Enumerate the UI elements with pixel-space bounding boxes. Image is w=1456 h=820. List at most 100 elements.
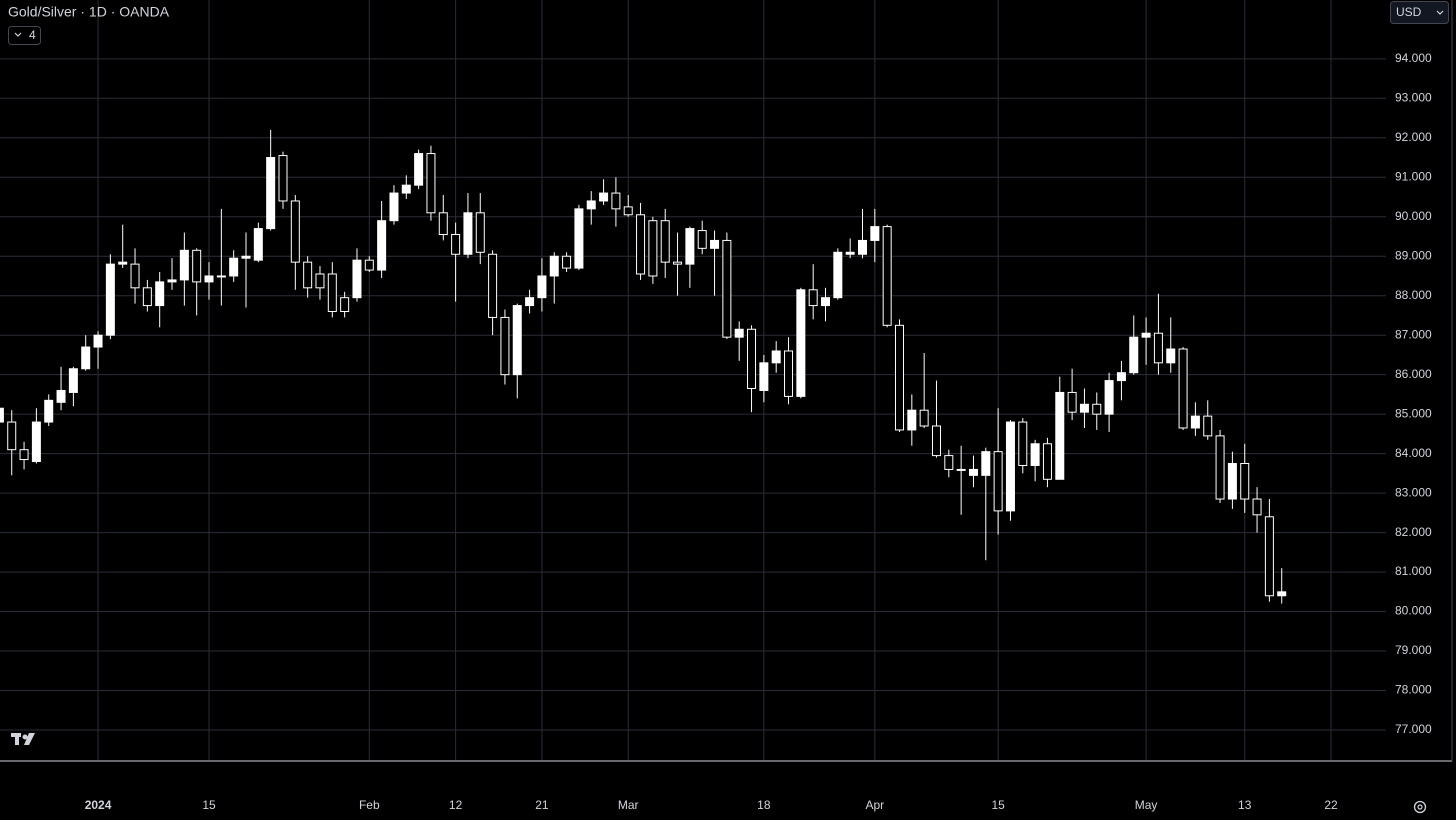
candle-body [142,287,152,307]
candle-body [648,220,658,277]
candle-body [241,255,251,259]
candle-body [956,468,966,471]
candle-body [1042,443,1052,480]
candle-body [599,192,609,202]
x-tick-label: Mar [618,798,639,812]
candle-body [1178,348,1188,429]
candle-body [1264,516,1274,597]
candle-body [56,389,66,403]
candle-body [710,239,720,249]
x-tick-label: 18 [757,798,771,812]
candle-body [611,192,621,210]
y-tick-label: 92.000 [1395,130,1432,144]
y-tick-label: 77.000 [1395,722,1432,736]
candle-body [19,449,29,461]
y-tick-label: 78.000 [1395,683,1432,697]
chevron-icon [14,32,22,37]
candle-body [919,409,929,427]
candle-body [512,305,522,376]
candle-body [105,263,115,336]
logo-part [24,733,35,745]
candle-body [1129,336,1139,374]
candle-body [1092,403,1102,415]
candle-body [118,261,128,265]
x-tick-label: May [1135,798,1158,812]
candle-body [1153,332,1163,364]
candle-body [525,297,535,307]
currency-box[interactable] [1390,1,1449,24]
y-tick-label: 84.000 [1395,446,1432,460]
candle-body [968,468,978,476]
candle-body [1166,348,1176,364]
candle-body [833,251,843,299]
candle-body [438,212,448,236]
candle-body [734,328,744,338]
candle-body [1190,415,1200,429]
indicator-toggle-box[interactable] [8,26,41,45]
candle-body [130,263,140,289]
y-tick-label: 90.000 [1395,209,1432,223]
chart-title: Gold/Silver · 1D · OANDA [8,4,170,20]
candle-body [845,251,855,255]
candle-body [808,289,818,307]
y-tick-label: 81.000 [1395,564,1432,578]
y-tick-label: 83.000 [1395,485,1432,499]
gear-ring[interactable] [1413,800,1427,814]
candle-body [1240,463,1250,500]
gear-center [1417,804,1423,810]
candle-body [216,275,226,278]
candle-body [944,455,954,470]
y-tick-label: 89.000 [1395,248,1432,262]
y-tick-label: 85.000 [1395,406,1432,420]
candle-body [623,206,633,216]
candle-body [1005,421,1015,512]
candle-body [414,153,424,186]
candle-body [1227,463,1237,500]
axes: 77.000 78.000 79.000 80.000 81.000 82.000 83.0… [85,51,1432,812]
candle-body [426,153,436,214]
candle-body [821,297,831,307]
candle-body [352,259,362,299]
candle-body [1018,421,1028,466]
candle-body [278,155,288,202]
candle-body [340,297,350,313]
candle-body [784,350,794,397]
x-tick-label: Feb [359,798,380,812]
candle-body [1067,391,1077,413]
candle-body [771,350,781,364]
candle-body [44,399,54,423]
logo-part [22,734,28,740]
currency-button[interactable]: USD [1390,1,1449,24]
candle-body [1215,435,1225,500]
y-tick-label: 79.000 [1395,643,1432,657]
candle-body [93,334,103,348]
settings-icon[interactable] [1413,800,1427,814]
candle-body [586,200,596,210]
candle-body [660,220,670,263]
candle-body [747,328,757,389]
candle-body [290,200,300,263]
candle-body [907,409,917,431]
candle-body [796,289,806,397]
candle-body [451,234,461,255]
candle-body [81,346,91,370]
candle-body [574,208,584,269]
x-tick-label: 21 [535,798,549,812]
tv-logo [11,733,35,745]
x-tick-label: 13 [1238,798,1252,812]
y-tick-label: 88.000 [1395,288,1432,302]
candle-body [1079,403,1089,413]
candle-body [1116,372,1126,382]
candle-body [882,226,892,326]
indicator-toggle[interactable]: 4 [8,26,41,45]
candle-body [179,249,189,281]
y-tick-label: 82.000 [1395,525,1432,539]
candle-body [167,279,177,283]
candle-body [981,451,991,476]
y-tick-label: 94.000 [1395,51,1432,65]
candle-body [155,281,165,307]
candle-body [266,157,276,230]
candle-body [204,275,214,283]
candle-body [1141,332,1151,338]
candle-body [475,212,485,253]
